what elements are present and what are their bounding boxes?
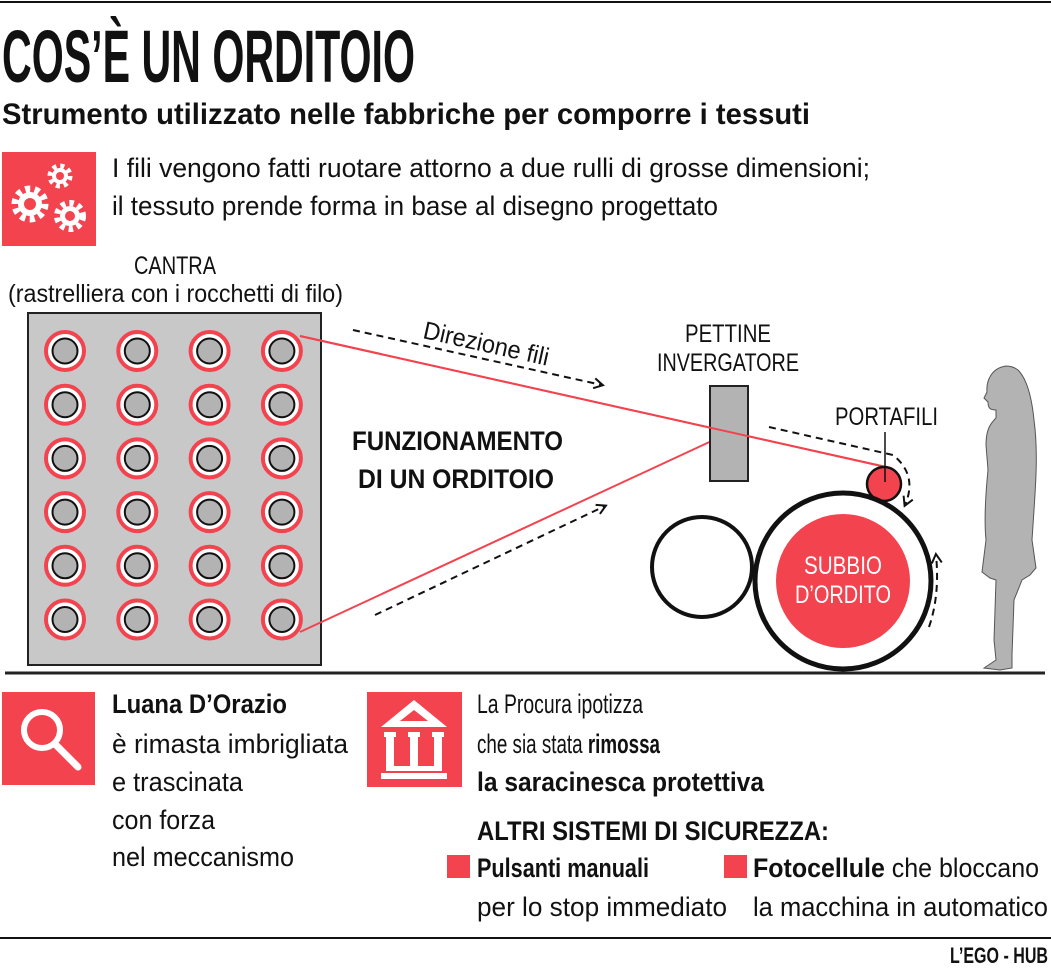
direction-arrow-upper <box>352 329 602 385</box>
spool <box>44 383 86 426</box>
spool <box>116 437 159 480</box>
direction-arrow-lower <box>374 506 605 616</box>
investigation-line-2-bold: rimossa <box>588 729 661 759</box>
investigation-line-1: La Procura ipotizza <box>477 689 644 719</box>
safety-item-1-title: Pulsanti manuali <box>477 853 649 883</box>
victim-line-1: è rimasta imbrigliata <box>112 729 349 759</box>
intro-line-1: I fili vengono fatti ruotare attorno a d… <box>112 153 870 183</box>
victim-line-2: e trascinata <box>112 767 244 797</box>
spool <box>44 330 86 372</box>
spool <box>260 491 303 534</box>
subbio-core <box>776 514 910 648</box>
spool <box>44 491 86 534</box>
safety-item-2-text: che bloccano <box>885 853 1039 883</box>
victim-name: Luana D’Orazio <box>112 689 287 719</box>
spool <box>188 383 231 426</box>
spool <box>116 598 159 641</box>
thread-line-upper-over <box>299 335 887 468</box>
investigation-line-2-normal: che sia stata <box>477 729 588 759</box>
spool <box>116 491 159 534</box>
spool <box>260 330 303 372</box>
diagram-title-line-1: FUNZIONAMENTO <box>352 426 563 456</box>
spool <box>44 437 86 480</box>
safety-item-2-title: Fotocellule <box>753 853 885 883</box>
spool <box>116 330 159 372</box>
spool <box>44 544 86 587</box>
direction-label: Direzione fili <box>421 317 552 372</box>
spool <box>188 491 231 534</box>
safety-item-1-line-2: per lo stop immediato <box>477 892 727 922</box>
safety-item-2-line-2: la macchina in automatico <box>753 892 1048 922</box>
search-icon <box>2 692 95 785</box>
thread-line-lower <box>299 431 732 633</box>
footer-credit: L’EGO - HUB <box>950 943 1048 968</box>
bullet-square <box>724 855 747 878</box>
portafili-label: PORTAFILI <box>835 403 938 431</box>
page-subtitle: Strumento utilizzato nelle fabbriche per… <box>2 98 810 131</box>
spool <box>260 437 303 480</box>
spool <box>260 544 303 587</box>
pettine-label-1: PETTINE <box>685 320 771 348</box>
spool <box>188 437 231 480</box>
pettine-label-2: INVERGATORE <box>657 349 799 377</box>
cantra-label: CANTRA <box>134 252 216 280</box>
spool <box>116 544 159 587</box>
intro-line-2: il tessuto prende forma in base al diseg… <box>112 191 718 221</box>
safety-heading: ALTRI SISTEMI DI SICUREZZA: <box>477 816 829 846</box>
page-title: COS’È UN ORDITOIO <box>2 15 415 98</box>
victim-line-4: nel meccanismo <box>112 842 294 872</box>
spool <box>188 330 231 372</box>
secondary-roller <box>650 515 754 619</box>
rotation-arrow <box>928 555 937 628</box>
spool <box>260 598 303 641</box>
pettine-invergatore <box>709 385 749 482</box>
cantra-sublabel: (rastrelliera con i rocchetti di filo) <box>8 280 343 308</box>
spool <box>188 544 231 587</box>
safety-item-2-line-1: Fotocellule che bloccano <box>753 853 1039 883</box>
spool-grid <box>44 330 303 641</box>
diagram-title-line-2: DI UN ORDITOIO <box>358 464 554 494</box>
spool <box>260 383 303 426</box>
bullet-square <box>447 855 470 878</box>
spool <box>44 598 86 641</box>
spool <box>116 383 159 426</box>
investigation-line-2: che sia stata rimossa <box>477 729 661 759</box>
person-silhouette <box>981 365 1037 671</box>
spool <box>188 598 231 641</box>
courthouse-icon <box>367 692 462 787</box>
victim-line-3: con forza <box>112 805 216 835</box>
subbio-label-2: D’ORDITO <box>795 581 891 609</box>
subbio-label-1: SUBBIO <box>804 552 882 580</box>
gears-icon <box>2 152 96 246</box>
investigation-line-3: la saracinesca protettiva <box>477 767 765 797</box>
